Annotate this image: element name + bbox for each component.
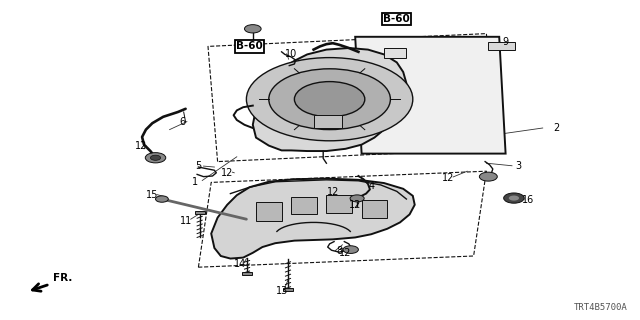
Circle shape — [150, 155, 161, 160]
Text: 3: 3 — [515, 161, 522, 172]
Text: 9: 9 — [502, 36, 509, 47]
Circle shape — [269, 69, 390, 130]
Text: 2: 2 — [554, 123, 560, 133]
Text: 6: 6 — [179, 116, 186, 127]
FancyBboxPatch shape — [488, 42, 515, 50]
Circle shape — [504, 193, 524, 203]
Polygon shape — [211, 179, 415, 259]
Text: TRT4B5700A: TRT4B5700A — [573, 303, 627, 312]
Text: 5: 5 — [195, 161, 202, 172]
FancyBboxPatch shape — [362, 200, 387, 218]
Text: 12: 12 — [134, 140, 147, 151]
Text: 8: 8 — [336, 246, 342, 256]
Text: 16: 16 — [522, 195, 534, 205]
FancyBboxPatch shape — [195, 211, 205, 214]
Polygon shape — [253, 48, 406, 151]
FancyBboxPatch shape — [384, 48, 406, 58]
Circle shape — [246, 58, 413, 141]
Text: 12: 12 — [442, 172, 454, 183]
Polygon shape — [355, 37, 506, 154]
Text: B-60: B-60 — [236, 41, 263, 52]
Text: 15: 15 — [145, 190, 158, 200]
Circle shape — [343, 246, 358, 253]
Text: 11: 11 — [179, 216, 192, 226]
Text: B-60: B-60 — [383, 14, 410, 24]
FancyBboxPatch shape — [291, 197, 317, 214]
Text: 1: 1 — [192, 177, 198, 188]
FancyBboxPatch shape — [326, 195, 352, 213]
Circle shape — [145, 153, 166, 163]
Text: 12: 12 — [339, 248, 352, 258]
FancyBboxPatch shape — [314, 115, 342, 128]
Circle shape — [156, 196, 168, 202]
FancyBboxPatch shape — [242, 272, 252, 275]
Circle shape — [244, 25, 261, 33]
Text: 12: 12 — [221, 168, 234, 178]
FancyBboxPatch shape — [283, 288, 293, 291]
Circle shape — [294, 82, 365, 117]
FancyBboxPatch shape — [256, 202, 282, 221]
Text: 12: 12 — [326, 187, 339, 197]
Circle shape — [509, 196, 519, 201]
Circle shape — [350, 195, 364, 202]
Text: 13: 13 — [275, 286, 288, 296]
Text: FR.: FR. — [53, 273, 72, 283]
Text: 14: 14 — [234, 259, 246, 269]
Text: 4: 4 — [368, 180, 374, 191]
Text: 12: 12 — [349, 200, 362, 210]
Text: 10: 10 — [285, 49, 298, 60]
Circle shape — [479, 172, 497, 181]
